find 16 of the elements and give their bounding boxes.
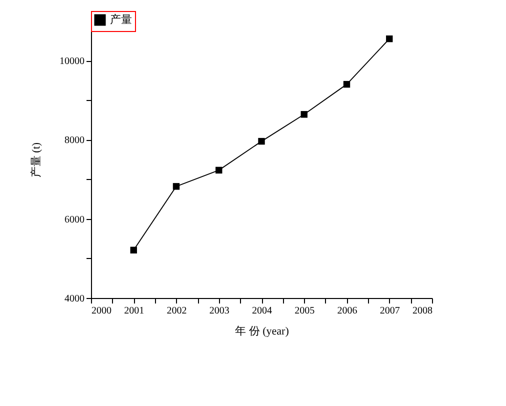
x-tick-label: 2004	[252, 306, 272, 316]
y-axis-title: 产量 (t)	[30, 142, 42, 178]
x-tick-label: 2000	[92, 306, 112, 316]
x-tick-label: 2006	[337, 306, 358, 316]
x-tick-label: 2005	[294, 306, 315, 316]
x-tick-label: 2007	[380, 306, 400, 316]
x-tick-label: 2003	[209, 306, 230, 316]
legend-label: 产量	[110, 13, 132, 26]
x-tick-label: 2008	[412, 306, 432, 316]
x-tick-label: 2002	[166, 306, 187, 316]
x-tick-label: 2001	[124, 306, 144, 316]
y-tick-label: 10000	[60, 56, 84, 68]
y-tick-label: 4000	[64, 294, 84, 304]
x-axis-title: 年 份 (year)	[235, 326, 290, 338]
y-tick-label: 8000	[64, 135, 84, 146]
y-tick-label: 6000	[64, 214, 84, 226]
